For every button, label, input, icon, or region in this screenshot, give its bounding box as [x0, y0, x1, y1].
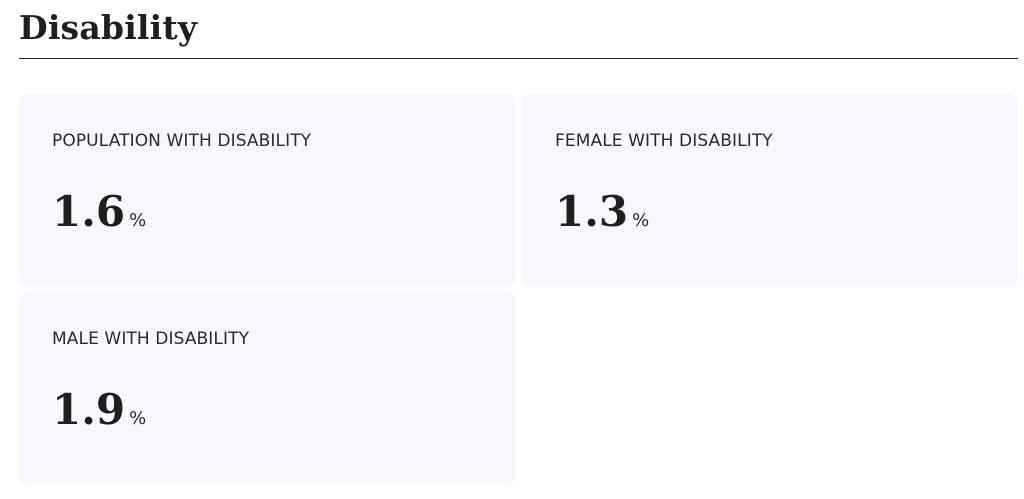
stat-card-female: FEMALE WITH DISABILITY 1.3% — [522, 94, 1018, 287]
stat-label: FEMALE WITH DISABILITY — [555, 131, 773, 151]
stat-value: 1.6% — [52, 186, 146, 238]
stat-unit: % — [129, 210, 147, 231]
stat-card-population: POPULATION WITH DISABILITY 1.6% — [19, 94, 515, 287]
stat-card-male: MALE WITH DISABILITY 1.9% — [19, 292, 515, 485]
title-divider — [19, 58, 1018, 59]
stat-number: 1.3 — [555, 187, 629, 236]
stat-label: MALE WITH DISABILITY — [52, 329, 250, 349]
stat-number: 1.6 — [52, 187, 126, 236]
stat-unit: % — [129, 408, 147, 429]
stat-value: 1.3% — [555, 186, 649, 238]
stat-label: POPULATION WITH DISABILITY — [52, 131, 312, 151]
stat-value: 1.9% — [52, 384, 146, 436]
stat-number: 1.9 — [52, 385, 126, 434]
stat-unit: % — [632, 210, 650, 231]
section-title: Disability — [19, 8, 198, 47]
